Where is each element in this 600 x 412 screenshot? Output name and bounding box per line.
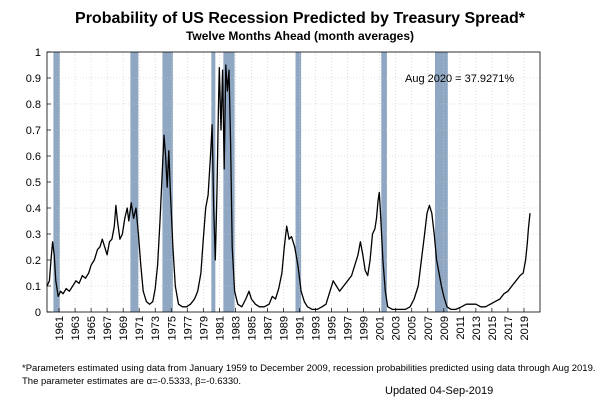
y-tick-label: 0 [35,307,41,319]
x-tick-label: 1995 [327,316,339,340]
x-tick-label: 1971 [134,316,146,340]
x-tick-label: 1979 [198,316,210,340]
x-tick-label: 2019 [519,316,531,340]
x-tick-label: 2011 [455,316,467,340]
plot-area: 0 0.1 0.2 0.3 0.4 0.5 0.6 0.7 0.8 0.9 1 1961 1963 196… [26,47,541,340]
recession-band [223,52,235,312]
x-tick-label: 1969 [118,316,130,340]
x-tick-label: 1975 [166,316,178,340]
y-tick-label: 0.4 [26,203,41,215]
x-tick-label: 2013 [471,316,483,340]
footnote-estimates: The parameter estimates are α=-0.5333, β… [22,376,242,387]
y-tick-label: 0.1 [26,281,41,293]
recession-band [295,52,302,312]
updated-date: Updated 04-Sep-2019 [385,385,494,397]
x-tick-label: 1985 [246,316,258,340]
x-tick-label: 1993 [311,316,323,340]
x-tick-label: 2015 [487,316,499,340]
x-tick-label: 1973 [150,316,162,340]
x-tick-label: 2001 [375,316,387,340]
y-tick-label: 0.5 [26,177,41,189]
x-tick-label: 1977 [182,316,194,340]
recession-band [381,52,387,312]
x-tick-label: 1999 [359,316,371,340]
x-tick-label: 1961 [54,316,66,340]
x-tick-label: 1965 [86,316,98,340]
x-tick-label: 1983 [230,316,242,340]
y-tick-label: 0.2 [26,255,41,267]
recession-band [434,52,448,312]
y-tick-label: 0.7 [26,125,41,137]
x-tick-label: 1991 [295,316,307,340]
y-tick-label: 0.3 [26,229,41,241]
x-tick-label: 1989 [278,316,290,340]
x-tick-label: 2005 [407,316,419,340]
y-tick-label: 0.8 [26,99,41,111]
y-tick-label: 0.9 [26,73,41,85]
x-tick-label: 1981 [214,316,226,340]
value-annotation: Aug 2020 = 37.9271% [405,73,514,85]
y-tick-label: 0.6 [26,151,41,163]
recession-probability-chart: Probability of US Recession Predicted by… [26,10,541,340]
x-tick-label: 2007 [423,316,435,340]
x-tick-label: 2003 [391,316,403,340]
x-tick-label: 2009 [439,316,451,340]
x-tick-label: 1997 [343,316,355,340]
x-tick-label: 1987 [262,316,274,340]
chart-subtitle: Twelve Months Ahead (month averages) [186,29,414,43]
x-tick-label: 1967 [102,316,114,340]
probability-series-line [46,64,531,311]
x-tick-label: 1963 [70,316,82,340]
chart-title: Probability of US Recession Predicted by… [75,10,526,27]
y-tick-label: 1 [35,47,41,59]
footnote-parameters: *Parameters estimated using data from Ja… [22,363,596,374]
x-tick-label: 2017 [503,316,515,340]
